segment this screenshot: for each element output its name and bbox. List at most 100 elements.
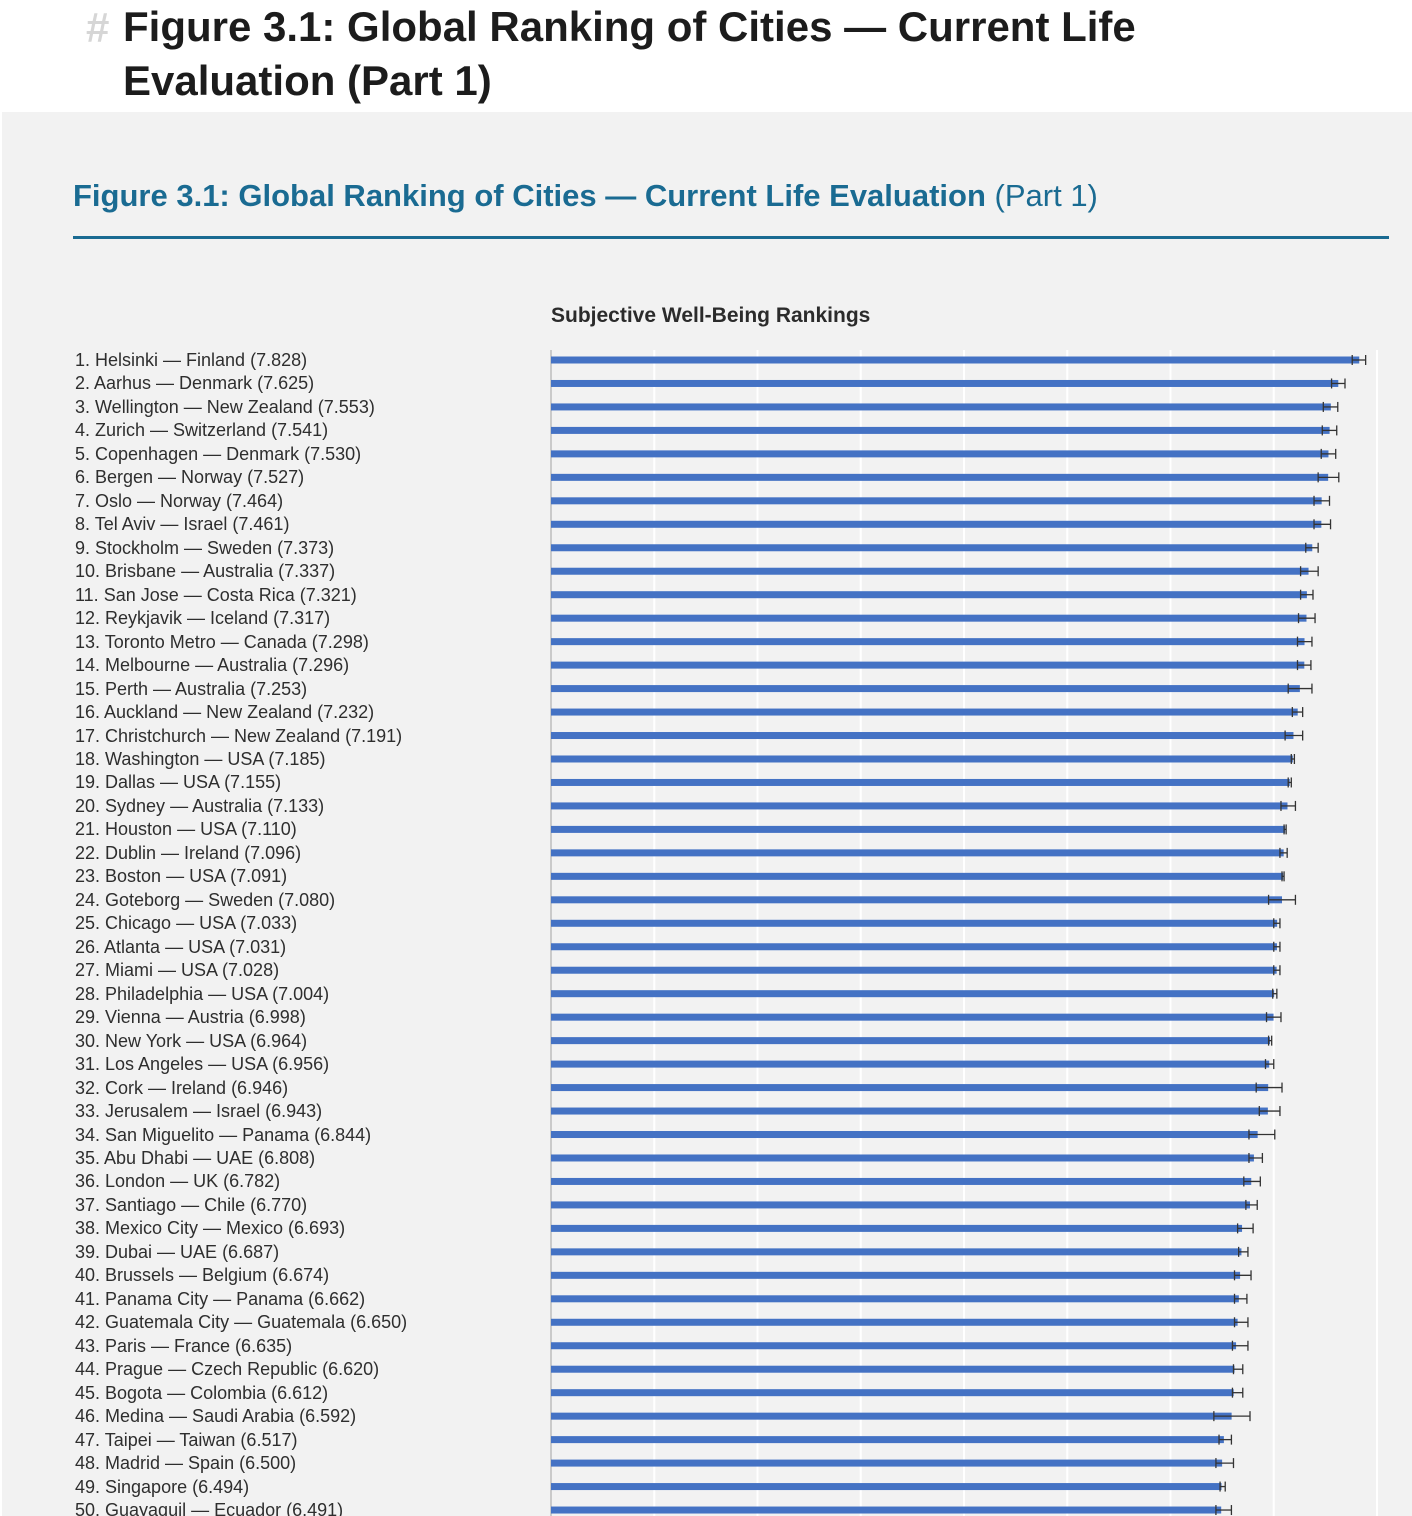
error-bar [1287, 777, 1292, 788]
category-label: 1. Helsinki — Finland (7.828) [75, 350, 308, 370]
category-label: 20. Sydney — Australia (7.133) [75, 795, 325, 816]
bar [551, 1037, 1271, 1045]
bar [551, 544, 1313, 552]
error-bar [1264, 1059, 1275, 1070]
error-bar [1236, 1223, 1254, 1234]
error-bar [1255, 1082, 1283, 1093]
anchor-hash-icon[interactable]: # [86, 4, 110, 51]
category-label: 42. Guatemala City — Guatemala (6.650) [75, 1312, 408, 1333]
title-divider [73, 236, 1389, 239]
category-label: 25. Chicago — USA (7.033) [75, 913, 298, 934]
bar [551, 755, 1293, 763]
bar [551, 1248, 1242, 1256]
error-bar [1213, 1411, 1251, 1422]
error-bar [1284, 730, 1304, 741]
error-bar [1218, 1434, 1233, 1445]
bar [551, 1412, 1232, 1420]
figure-title-main: Figure 3.1: Global Ranking of Cities — C… [73, 178, 986, 213]
bar [551, 1389, 1234, 1397]
category-label: 47. Taipei — Taiwan (6.517) [75, 1429, 298, 1450]
error-bar [1351, 355, 1367, 365]
error-bar [1321, 425, 1338, 436]
category-label: 33. Jerusalem — Israel (6.943) [75, 1101, 323, 1122]
category-label: 16. Auckland — New Zealand (7.232) [75, 702, 375, 723]
error-bar [1279, 847, 1288, 858]
category-label: 48. Madrid — Spain (6.500) [75, 1453, 297, 1474]
error-bar [1281, 871, 1285, 882]
bar [551, 1271, 1241, 1279]
bar [551, 778, 1290, 786]
category-label: 50. Guayaquil — Ecuador (6.491) [75, 1500, 344, 1516]
error-bar [1299, 566, 1319, 577]
bar [551, 849, 1284, 857]
error-bar [1272, 988, 1278, 999]
category-label: 19. Dallas — USA (7.155) [75, 772, 282, 793]
bar [551, 379, 1339, 387]
bar [551, 802, 1288, 810]
category-label: 4. Zurich — Switzerland (7.541) [75, 420, 329, 441]
error-bar [1267, 894, 1297, 905]
error-bar [1313, 519, 1332, 530]
category-label: 39. Dubai — UAE (6.687) [75, 1241, 280, 1262]
error-bar [1215, 1505, 1233, 1516]
error-bar [1305, 542, 1319, 553]
category-label: 37. Santiago — Chile (6.770) [75, 1194, 308, 1215]
bar [551, 1295, 1239, 1303]
bar [551, 638, 1305, 646]
category-label: 32. Cork — Ireland (6.946) [75, 1077, 289, 1098]
category-label: 35. Abu Dhabi — UAE (6.808) [75, 1147, 316, 1168]
bar [551, 1483, 1222, 1491]
bar [551, 1084, 1269, 1092]
error-bar [1233, 1270, 1252, 1281]
bar [551, 497, 1322, 505]
bar [551, 1154, 1254, 1162]
error-bar [1219, 1481, 1226, 1492]
bar [551, 473, 1329, 481]
category-label: 12. Reykjavik — Iceland (7.317) [75, 608, 331, 629]
category-label: 3. Wellington — New Zealand (7.553) [75, 396, 375, 417]
bar [551, 1365, 1235, 1373]
figure-title-part: (Part 1) [994, 178, 1098, 213]
category-label: 15. Perth — Australia (7.253) [75, 678, 308, 699]
category-label: 7. Oslo — Norway (7.464) [75, 490, 284, 511]
error-bar [1313, 495, 1331, 506]
category-label: 49. Singapore (6.494) [75, 1476, 250, 1497]
category-label: 14. Melbourne — Australia (7.296) [75, 655, 350, 676]
category-label: 40. Brussels — Belgium (6.674) [75, 1265, 330, 1286]
error-bar [1291, 707, 1304, 718]
bar [551, 1318, 1238, 1326]
category-label: 13. Toronto Metro — Canada (7.298) [75, 631, 369, 652]
bar [551, 450, 1329, 458]
error-bar [1296, 636, 1313, 647]
error-bar [1280, 800, 1297, 811]
error-bar [1287, 683, 1313, 694]
error-bar [1258, 1106, 1281, 1117]
bar [551, 1060, 1270, 1068]
error-bar [1232, 1364, 1244, 1375]
error-bar [1267, 1035, 1273, 1046]
error-bar [1273, 941, 1281, 952]
category-label: 30. New York — USA (6.964) [75, 1030, 308, 1051]
bar [551, 520, 1322, 528]
bar [551, 1201, 1251, 1209]
category-label: 26. Atlanta — USA (7.031) [75, 936, 287, 957]
error-bar [1215, 1458, 1235, 1469]
error-bar [1248, 1129, 1276, 1140]
category-labels: 1. Helsinki — Finland (7.828) 2. Aarhus —… [75, 112, 545, 1516]
bar [551, 943, 1277, 951]
bar [551, 591, 1307, 599]
bar [551, 708, 1298, 716]
category-label: 43. Paris — France (6.635) [75, 1335, 293, 1356]
category-label: 28. Philadelphia — USA (7.004) [75, 983, 330, 1004]
figure-title: Figure 3.1: Global Ranking of Cities — C… [73, 178, 1098, 214]
bar [551, 614, 1307, 622]
bar [551, 1506, 1222, 1514]
page-header: # Figure 3.1: Global Ranking of Cities —… [86, 0, 1386, 110]
error-bar [1245, 1199, 1258, 1210]
error-bar [1296, 660, 1312, 671]
bar [551, 966, 1277, 974]
error-bar [1233, 1293, 1248, 1304]
error-bar [1330, 378, 1346, 389]
error-bar [1322, 401, 1339, 412]
bar [551, 732, 1294, 740]
